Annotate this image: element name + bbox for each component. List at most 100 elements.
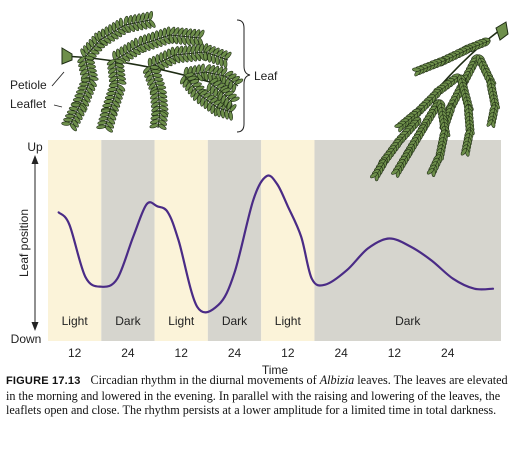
- leaflet-shape: [370, 172, 378, 179]
- leaflet-shape: [166, 48, 171, 59]
- x-tick-label: 24: [228, 346, 242, 360]
- leaflet-shape: [168, 34, 174, 44]
- y-axis-top-label: Up: [27, 140, 43, 154]
- leaflet-shape: [153, 77, 164, 82]
- leaflet-shape: [150, 119, 160, 125]
- leaflet-shape: [121, 54, 131, 62]
- leaflet-shape: [185, 82, 192, 91]
- leaflet-shape: [220, 108, 225, 119]
- y-axis-arrowhead-up: [31, 155, 39, 164]
- leaflet-shape: [151, 40, 159, 49]
- leaflet-shape: [156, 85, 167, 90]
- band-label: Light: [62, 314, 89, 328]
- leaflet-shape: [142, 34, 147, 44]
- caption-text-after: leaves. The leaves are elevated in the m…: [6, 373, 508, 418]
- leaflet-shape: [149, 123, 159, 129]
- leaflet-shape: [162, 27, 167, 38]
- leaflet-shape: [104, 95, 115, 100]
- leaflet-shape: [206, 82, 212, 93]
- leaf-brace: [236, 19, 251, 133]
- leaflet-shape: [138, 35, 143, 46]
- leaflet-shape: [150, 31, 155, 42]
- leaflet-shape: [200, 97, 205, 107]
- leaflet-shape: [155, 81, 165, 86]
- leaflet-shape: [142, 66, 151, 74]
- leaflet-shape: [132, 48, 141, 56]
- petiole-label: Petiole: [10, 78, 47, 92]
- leaflet-shape: [108, 71, 117, 78]
- leaflet-shape: [102, 103, 112, 108]
- leaflet-shape: [181, 35, 187, 46]
- x-tick-label: 12: [175, 346, 189, 360]
- leaflet-shape: [149, 19, 156, 28]
- leaflet-shape: [210, 104, 215, 114]
- leaflet-shape: [207, 102, 212, 112]
- leaflet-shape: [136, 22, 144, 31]
- x-tick-label: 12: [388, 346, 402, 360]
- leaflet-shape: [107, 63, 116, 70]
- leaflet-shape: [108, 83, 119, 88]
- leaflet-shape: [150, 97, 160, 104]
- band-label: Light: [275, 314, 302, 328]
- leaflet-shape: [93, 46, 103, 52]
- pinna-rachis: [114, 34, 201, 61]
- leaflet-shape: [147, 78, 155, 86]
- x-axis-title: Time: [262, 363, 289, 377]
- leaflet-shape: [174, 54, 181, 64]
- leaflet-shape: [155, 39, 163, 47]
- x-tick-label: 24: [441, 346, 455, 360]
- band-light: [261, 140, 315, 341]
- y-axis-bottom-label: Down: [11, 332, 42, 346]
- leaflet-shape: [66, 110, 77, 115]
- leaflet-shape: [182, 78, 189, 88]
- leaflet-shape: [99, 39, 108, 46]
- leaflet-shape: [179, 75, 186, 85]
- leaflet-shape: [99, 112, 110, 117]
- leaflet-shape: [103, 37, 112, 44]
- leaflet-shape: [196, 94, 202, 105]
- leaflet-shape: [182, 53, 189, 63]
- leaflet-shape: [159, 52, 164, 62]
- leaflet-shape: [148, 82, 157, 90]
- leaflet-shape: [132, 22, 140, 32]
- leaflet-shape: [113, 30, 123, 38]
- leaflet-shape: [150, 93, 159, 100]
- leaflet-shape: [228, 111, 233, 121]
- leaflet-shape: [100, 108, 111, 113]
- leaflet-shape: [196, 73, 204, 82]
- leaflet-shape: [170, 46, 175, 57]
- leaflet-shape: [103, 99, 114, 104]
- leaflet-shape: [150, 101, 160, 108]
- leaflet-shape: [117, 28, 126, 36]
- leaflet-shape: [124, 24, 131, 33]
- leaflet-shape: [412, 67, 421, 72]
- leaflet-shape: [77, 56, 86, 64]
- leaflet-shape: [152, 73, 163, 78]
- leaflet-shape: [203, 71, 209, 82]
- leaflet-shape: [110, 32, 119, 40]
- band-dark: [207, 140, 262, 341]
- leaflet-shape: [213, 87, 219, 98]
- y-axis-title: Leaf position: [17, 209, 31, 277]
- leaflet-shape: [224, 110, 229, 120]
- leaflet-shape: [79, 68, 89, 76]
- leaflet-shape: [160, 60, 169, 68]
- leaflet-shape: [108, 75, 118, 83]
- leaflet-shape: [190, 52, 197, 62]
- band-dark: [101, 140, 155, 341]
- leaflet-pointer: [53, 104, 63, 108]
- band-label: Dark: [395, 314, 421, 328]
- leaflet-shape: [128, 50, 138, 58]
- leaflet-shape: [68, 106, 79, 111]
- leaflet-shape: [460, 148, 467, 156]
- leaflet-shape: [486, 119, 493, 127]
- leaflet-shape: [144, 20, 152, 29]
- leaflet-shape: [77, 85, 88, 91]
- leaflet-shape: [187, 85, 194, 95]
- leaflet-shape: [63, 117, 73, 122]
- leaflet-shape: [163, 36, 171, 45]
- leaflet-label: Leaflet: [10, 97, 47, 111]
- leaflet-shape: [107, 67, 117, 74]
- x-axis-ticks: 12 24 12 24 12 24 12 24: [68, 346, 455, 360]
